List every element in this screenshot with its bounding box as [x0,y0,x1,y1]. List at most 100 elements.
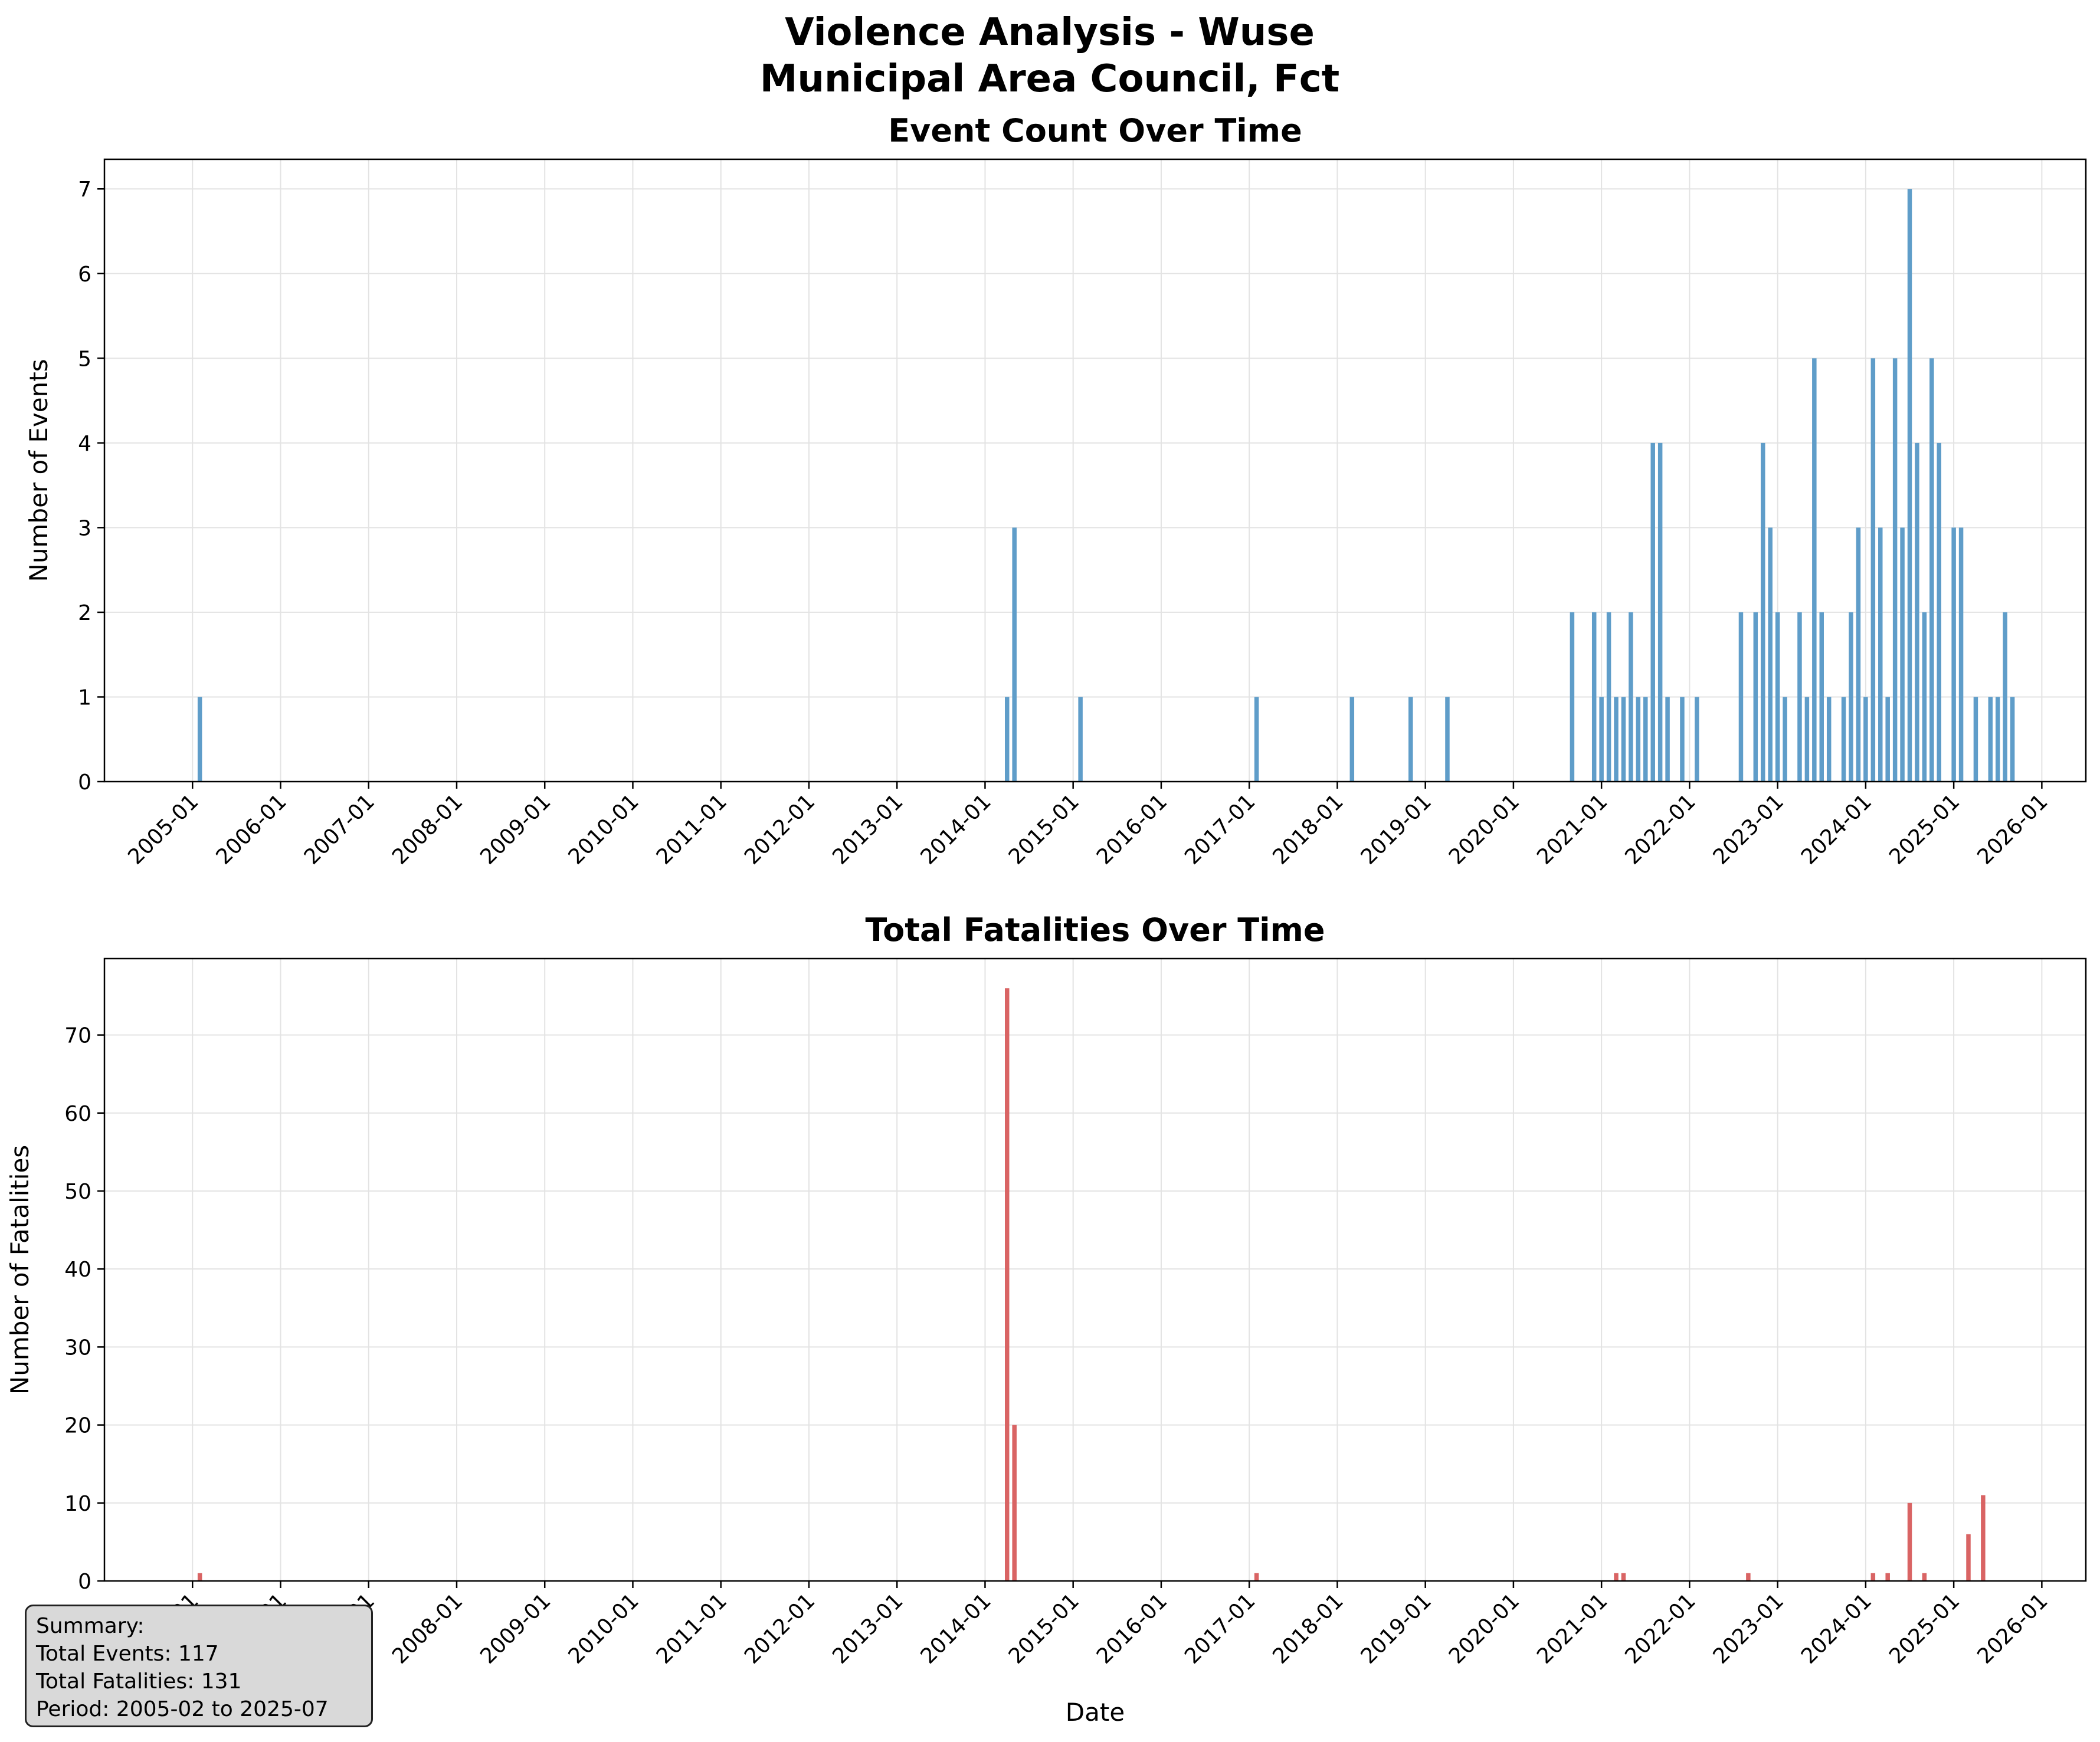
x-tick-label-2006-01: 2006-01 [211,789,291,869]
event-bar-2024-01 [1863,697,1868,782]
event-bar-2018-11 [1408,697,1413,782]
x-tick-label-2023-01: 2023-01 [1709,1589,1788,1668]
x-tick-label-2018-01: 2018-01 [1268,789,1348,869]
fatality-bar-2005-02 [197,1573,202,1581]
event-bar-2021-03 [1614,697,1619,782]
event-bar-2024-11 [1937,442,1942,782]
y-tick-label-3: 3 [78,516,91,540]
y-tick-label-10: 10 [64,1492,91,1516]
x-tick-label-2013-01: 2013-01 [828,789,908,869]
x-tick-label-2012-01: 2012-01 [740,1589,820,1668]
x-tick-label-2011-01: 2011-01 [652,789,732,869]
x-tick-label-2017-01: 2017-01 [1180,789,1260,869]
event-bar-2021-05 [1629,612,1633,782]
event-bar-2025-06 [1988,697,1993,782]
y-tick-label-70: 70 [64,1024,91,1048]
x-tick-label-2024-01: 2024-01 [1797,1589,1876,1668]
x-tick-label-2026-01: 2026-01 [1973,1589,2052,1668]
events-chart: 0 1 2 3 4 5 6 7 2005-01 2006-01 2007-01 2008-01 2009… [24,112,2087,870]
x-tick-label-2013-01: 2013-01 [828,1589,908,1668]
x-tick-label-2018-01: 2018-01 [1268,1589,1348,1668]
event-bar-2014-04 [1005,697,1010,782]
y-axis-label: Number of Events [24,359,53,582]
x-tick-label-2020-01: 2020-01 [1444,789,1524,869]
y-tick-label-60: 60 [64,1102,91,1126]
event-bar-2022-12 [1768,527,1773,782]
fatality-bar-2022-09 [1746,1573,1751,1581]
y-tick-label-0: 0 [78,770,91,795]
event-bar-2022-11 [1761,442,1765,782]
fatality-bar-2014-04 [1005,988,1010,1581]
event-bar-2019-04 [1445,697,1450,782]
event-bar-2021-04 [1621,697,1626,782]
fatality-bar-2014-05 [1012,1425,1017,1581]
event-bar-2023-04 [1797,612,1802,782]
plot-frame [103,158,2087,783]
figure-title-line2: Municipal Area Council, Fct [760,57,1340,101]
x-tick-label-2023-01: 2023-01 [1709,789,1788,869]
event-bar-2023-06 [1812,358,1817,782]
x-tick-label-2008-01: 2008-01 [388,1589,467,1668]
plot-frame [103,957,2087,1582]
event-bar-2015-02 [1078,697,1083,782]
event-bar-2021-10 [1665,697,1670,782]
event-bar-2022-08 [1738,612,1744,782]
x-tick-label-2022-01: 2022-01 [1620,789,1700,869]
event-bar-2025-04 [1973,697,1978,782]
summary-total-events: Total Events: 117 [36,1642,219,1666]
event-bar-2021-01 [1599,697,1604,782]
x-tick-label-2025-01: 2025-01 [1885,1589,1964,1668]
fatality-bar-2025-05 [1981,1495,1986,1581]
x-tick-label-2024-01: 2024-01 [1797,789,1876,869]
chart-title: Total Fatalities Over Time [865,911,1325,949]
y-tick-label-6: 6 [78,263,91,287]
event-bar-2024-02 [1870,358,1876,782]
event-bar-2018-03 [1349,697,1355,782]
x-tick-label-2010-01: 2010-01 [564,1589,643,1668]
event-bar-2024-10 [1929,358,1934,782]
event-bar-2021-02 [1606,612,1611,782]
summary-heading: Summary: [36,1614,145,1638]
event-bar-2024-09 [1922,612,1927,782]
event-bar-2020-12 [1591,612,1597,782]
x-tick-label-2014-01: 2014-01 [916,1589,995,1668]
summary-total-fatalities: Total Fatalities: 131 [36,1669,242,1694]
event-bar-2023-12 [1856,527,1861,782]
x-tick-label-2021-01: 2021-01 [1532,789,1612,869]
x-tick-label-2009-01: 2009-01 [476,1589,555,1668]
x-tick-label-2026-01: 2026-01 [1973,789,2052,869]
x-tick-label-2025-01: 2025-01 [1885,789,1964,869]
y-tick-label-50: 50 [64,1180,91,1204]
x-tick-label-2022-01: 2022-01 [1620,1589,1700,1668]
event-bar-2021-09 [1657,442,1663,782]
event-bar-2021-12 [1680,697,1685,782]
event-bar-2023-02 [1783,697,1787,782]
event-bar-2024-04 [1885,697,1890,782]
x-tick-label-2020-01: 2020-01 [1444,1589,1524,1668]
event-bar-2025-08 [2003,612,2007,782]
event-bar-2022-02 [1695,697,1699,782]
event-bar-2023-08 [1826,697,1832,782]
x-tick-label-2012-01: 2012-01 [740,789,820,869]
x-tick-label-2015-01: 2015-01 [1004,1589,1084,1668]
event-bar-2005-02 [197,697,202,782]
event-bar-2023-07 [1819,612,1824,782]
summary-period: Period: 2005-02 to 2025-07 [36,1697,329,1721]
y-tick-label-1: 1 [78,685,91,710]
fatality-bar-2024-02 [1870,1573,1876,1581]
chart-title: Event Count Over Time [888,112,1302,149]
fatality-bar-2021-03 [1614,1573,1619,1581]
y-tick-label-30: 30 [64,1336,91,1360]
event-bar-2024-05 [1892,358,1898,782]
event-bar-2025-02 [1958,527,1964,782]
x-tick-label-2019-01: 2019-01 [1357,789,1436,869]
y-tick-label-5: 5 [78,347,91,371]
fatality-bar-2024-04 [1885,1573,1890,1581]
fatality-bar-2025-03 [1966,1534,1971,1581]
x-tick-label-2016-01: 2016-01 [1092,789,1172,869]
x-tick-label-2011-01: 2011-01 [652,1589,732,1668]
y-tick-label-4: 4 [78,432,91,456]
y-tick-label-7: 7 [78,178,91,202]
x-tick-label-2005-01: 2005-01 [123,789,203,869]
x-tick-label-2021-01: 2021-01 [1532,1589,1612,1668]
